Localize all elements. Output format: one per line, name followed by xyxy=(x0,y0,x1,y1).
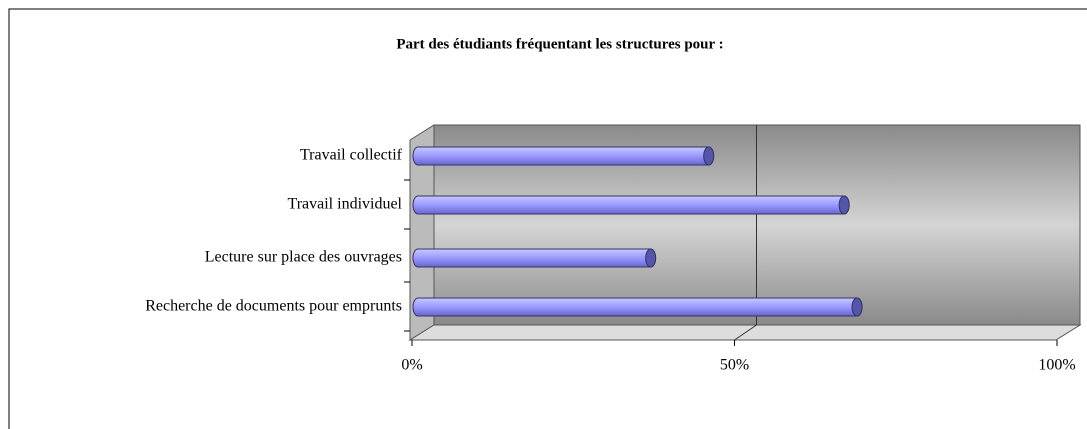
bar-part xyxy=(412,248,657,268)
y-tick-label: Recherche de documents pour emprunts xyxy=(145,298,402,315)
x-tick-label: 50% xyxy=(720,357,749,374)
bar-part xyxy=(412,146,715,166)
bar-part xyxy=(645,248,657,268)
y-tick-label: Travail collectif xyxy=(300,147,403,164)
y-tick-label: Lecture sur place des ouvrages xyxy=(205,249,402,266)
y-tick-label: Travail individuel xyxy=(287,196,402,213)
bar xyxy=(412,297,863,317)
x-tick-label: 0% xyxy=(401,357,422,374)
chart-title: Part des étudiants fréquentant les struc… xyxy=(396,36,723,52)
grid-line xyxy=(734,324,757,341)
bar xyxy=(412,146,715,166)
bar-part xyxy=(412,297,863,317)
x-tick-label: 100% xyxy=(1038,357,1075,374)
bar-part xyxy=(412,195,850,215)
bar xyxy=(412,248,657,268)
bar-part xyxy=(703,146,715,166)
bar-part xyxy=(851,297,863,317)
bar-part xyxy=(838,195,850,215)
bar xyxy=(412,195,850,215)
